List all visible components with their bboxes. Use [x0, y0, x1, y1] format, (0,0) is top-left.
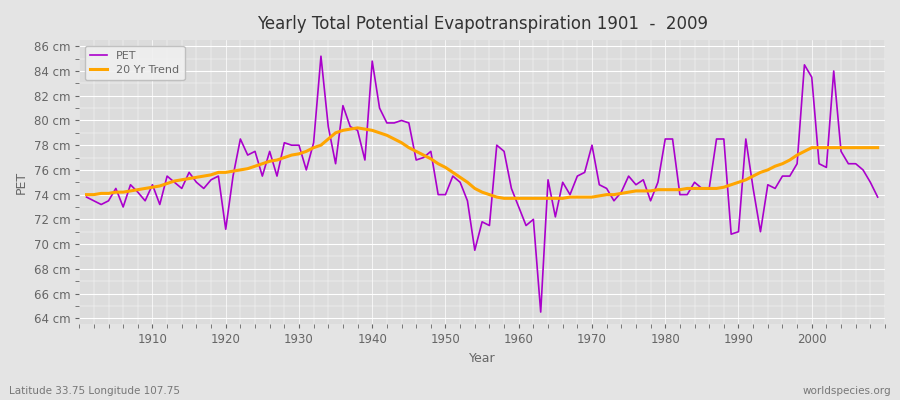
20 Yr Trend — [345, 127, 356, 132]
20 Yr Trend — [81, 192, 92, 197]
PET — [521, 223, 532, 228]
PET — [872, 195, 883, 200]
20 Yr Trend — [616, 191, 626, 196]
20 Yr Trend — [499, 196, 509, 201]
PET — [513, 204, 524, 209]
20 Yr Trend — [301, 149, 311, 154]
20 Yr Trend — [872, 145, 883, 150]
Title: Yearly Total Potential Evapotranspiration 1901  -  2009: Yearly Total Potential Evapotranspiratio… — [256, 15, 707, 33]
PET — [140, 198, 150, 203]
20 Yr Trend — [140, 186, 150, 191]
PET — [316, 54, 327, 58]
X-axis label: Year: Year — [469, 352, 495, 365]
Line: 20 Yr Trend: 20 Yr Trend — [86, 128, 878, 198]
PET — [352, 128, 363, 133]
PET — [301, 168, 311, 172]
Text: worldspecies.org: worldspecies.org — [803, 386, 891, 396]
20 Yr Trend — [521, 196, 532, 201]
Legend: PET, 20 Yr Trend: PET, 20 Yr Trend — [85, 46, 184, 80]
20 Yr Trend — [352, 126, 363, 130]
PET — [536, 310, 546, 314]
20 Yr Trend — [528, 196, 539, 201]
Line: PET: PET — [86, 56, 878, 312]
PET — [81, 195, 92, 200]
PET — [616, 190, 626, 194]
Text: Latitude 33.75 Longitude 107.75: Latitude 33.75 Longitude 107.75 — [9, 386, 180, 396]
Y-axis label: PET: PET — [15, 171, 28, 194]
